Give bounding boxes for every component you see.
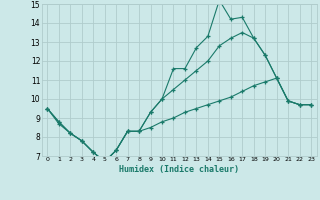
- X-axis label: Humidex (Indice chaleur): Humidex (Indice chaleur): [119, 165, 239, 174]
